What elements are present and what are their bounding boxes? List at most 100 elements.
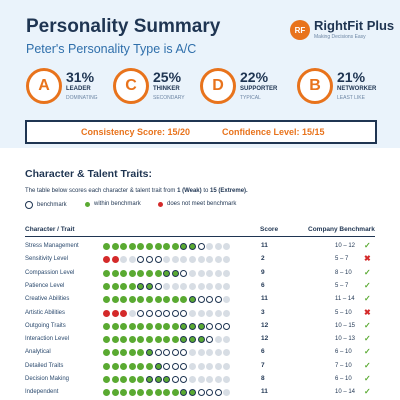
table-row: Outgoing Traits 12 10 – 15 ✓ — [25, 320, 375, 333]
benchmark-dot — [137, 282, 145, 290]
score-dot — [163, 243, 171, 250]
benchmark-dot — [163, 362, 171, 370]
type-percent: 21% — [337, 69, 366, 85]
trait-benchmark: 10 – 13 — [335, 336, 356, 343]
scale-to: to — [203, 188, 209, 194]
score-dot — [111, 296, 119, 304]
benchmark-dot — [214, 389, 222, 397]
trait-score: 7 — [261, 361, 265, 369]
score-dot — [103, 349, 110, 357]
check-icon: ✓ — [364, 294, 371, 304]
trait-name: Outgoing Traits — [25, 322, 66, 329]
trait-score: 3 — [261, 308, 265, 316]
score-dot — [163, 336, 171, 344]
score-dot — [128, 349, 136, 357]
type-role: THINKER — [153, 86, 180, 92]
check-icon: ✓ — [364, 280, 371, 290]
legend-outside-label: does not meet benchmark — [167, 201, 237, 207]
trait-benchmark: 10 – 14 — [335, 389, 356, 396]
empty-dot — [214, 243, 222, 250]
empty-dot — [197, 349, 205, 357]
score-dot — [111, 389, 119, 397]
score-dot — [103, 243, 110, 250]
empty-dot — [171, 282, 179, 290]
logo-name: RightFit Plus — [314, 18, 395, 33]
type-letter-icon: A — [26, 68, 62, 104]
type-percent: 25% — [153, 69, 182, 85]
trait-score: 12 — [261, 321, 269, 329]
trait-score: 6 — [261, 281, 265, 289]
benchmark-dot — [154, 309, 162, 317]
score-dot — [154, 269, 162, 277]
trait-name: Compassion Level — [25, 269, 75, 276]
empty-dot — [206, 243, 214, 250]
trait-score: 11 — [261, 295, 268, 303]
benchmark-dot — [214, 296, 222, 304]
empty-dot — [206, 256, 214, 264]
table-row: Patience Level 6 5 – 7 ✓ — [25, 280, 375, 293]
empty-dot — [214, 269, 222, 277]
legend-benchmark-label: benchmark — [37, 202, 67, 208]
score-dot — [111, 282, 119, 290]
score-dot — [137, 322, 145, 330]
benchmark-dot — [180, 336, 188, 344]
check-icon: ✓ — [364, 320, 371, 330]
score-dot — [120, 389, 128, 397]
score-dot — [171, 336, 179, 344]
benchmark-dot — [137, 309, 145, 317]
table-row: Compassion Level 9 8 – 10 ✓ — [25, 267, 375, 280]
trait-benchmark: 10 – 12 — [335, 243, 356, 249]
benchmark-dot — [197, 336, 205, 344]
type-level: TYPICAL — [240, 95, 261, 101]
trait-score: 11 — [261, 388, 268, 396]
score-dot — [120, 349, 128, 357]
score-dot — [171, 296, 179, 304]
empty-dot — [223, 336, 231, 344]
column-header-benchmark: Company Benchmark — [308, 226, 375, 233]
trait-benchmark: 6 – 10 — [335, 349, 352, 356]
score-dot — [146, 362, 153, 370]
personality-type-c: C 25% THINKER SECONDARY — [113, 68, 205, 108]
empty-dot — [163, 282, 171, 290]
trait-benchmark: 5 – 7 — [335, 282, 349, 289]
benchmark-dot — [154, 256, 162, 264]
trait-benchmark: 7 – 10 — [335, 362, 352, 369]
empty-dot — [214, 336, 222, 344]
score-dot — [146, 322, 153, 330]
benchmark-dot — [171, 362, 179, 370]
score-dot — [120, 336, 128, 344]
empty-dot — [189, 376, 196, 383]
score-dot — [103, 269, 110, 277]
score-dot — [137, 349, 145, 357]
score-dot — [171, 243, 179, 250]
score-dot — [154, 322, 162, 330]
type-level: DOMINATING — [66, 95, 98, 101]
legend-outside: does not meet benchmark — [158, 201, 236, 207]
empty-dot — [189, 362, 196, 370]
score-dot — [120, 282, 128, 290]
empty-dot — [223, 256, 231, 264]
score-dot — [171, 322, 179, 330]
table-row: Creative Abilities 11 11 – 14 ✓ — [25, 293, 375, 306]
score-dot — [128, 362, 136, 370]
traits-description-text: The table below scores each character & … — [25, 188, 176, 194]
score-dot — [111, 322, 119, 330]
benchmark-dot — [189, 336, 196, 344]
trait-benchmark: 10 – 15 — [335, 322, 356, 329]
score-dot — [146, 389, 153, 397]
empty-dot — [189, 269, 196, 277]
benchmark-dot — [197, 243, 205, 250]
benchmark-dot — [171, 349, 179, 357]
score-dot — [120, 376, 128, 383]
trait-name: Artistic Abilities — [25, 309, 66, 316]
benchmark-dot — [180, 362, 188, 370]
legend-within: within benchmark — [85, 201, 141, 207]
empty-dot — [223, 376, 231, 383]
benchmark-dot — [137, 256, 145, 264]
benchmark-dot — [171, 269, 179, 277]
table-row: Detailed Traits 7 7 – 10 ✓ — [25, 360, 375, 373]
score-dot — [180, 296, 188, 304]
empty-dot — [197, 269, 205, 277]
score-dot — [137, 362, 145, 370]
score-dot — [154, 296, 162, 304]
